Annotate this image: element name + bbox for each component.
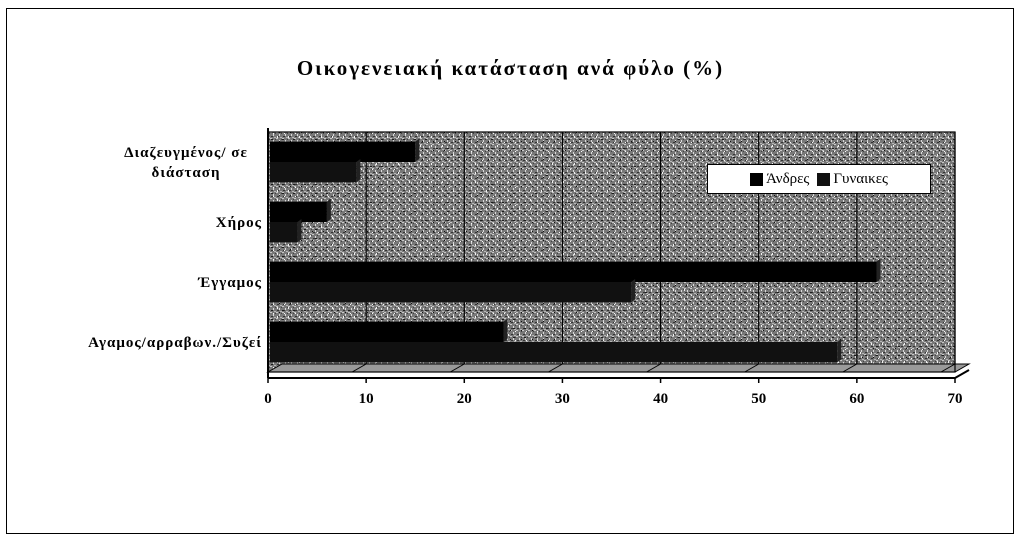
category-label: Έγγαμος xyxy=(197,275,262,291)
y-axis-category-labels: Αγαμος/αρραβων./Συζεί Έγγαμος Χήρος Διαζευγ… xyxy=(88,145,262,351)
x-axis-tick-labels: 0 10 20 30 40 50 60 70 xyxy=(264,391,962,407)
bar-women-3 xyxy=(270,162,357,183)
category-label: Χήρος xyxy=(216,215,262,231)
x-axis-depth xyxy=(954,369,970,379)
category-label: Διαζευγμένος/ σε xyxy=(124,145,248,161)
bar-men-2 xyxy=(270,201,327,222)
legend-swatch-men xyxy=(750,172,764,186)
gridline-floor xyxy=(548,363,563,373)
bar-side-0-0 xyxy=(503,318,508,342)
x-tick-label: 40 xyxy=(653,391,668,407)
x-tick-label: 60 xyxy=(849,391,864,407)
plot-floor xyxy=(266,363,971,373)
x-tick-label: 20 xyxy=(457,391,472,407)
gridline-floor xyxy=(940,363,956,373)
gridline-floor xyxy=(351,363,367,373)
bar-men-1 xyxy=(270,261,877,282)
x-tick-label: 0 xyxy=(264,391,272,407)
bar-side-1-1 xyxy=(631,279,636,303)
bar-men-0 xyxy=(270,321,504,342)
gridline-floor xyxy=(450,363,465,373)
chart-title: Οικογενειακή κατάσταση ανά φύλο (%) xyxy=(296,56,725,80)
bar-women-2 xyxy=(270,222,298,243)
gridline-floor xyxy=(842,363,858,373)
bars xyxy=(270,138,881,363)
x-tick-label: 10 xyxy=(359,391,374,407)
bar-side-1-3 xyxy=(356,159,361,183)
bar-side-0-3 xyxy=(415,138,420,162)
bar-side-1-0 xyxy=(837,339,842,363)
legend-swatch-women xyxy=(817,172,831,186)
legend-label-men: Άνδρες xyxy=(766,170,810,187)
x-tick-label: 50 xyxy=(751,391,766,407)
legend-item-women: Γυναικες xyxy=(817,171,888,188)
bar-men-3 xyxy=(270,141,416,162)
bar-side-0-1 xyxy=(876,258,881,282)
bar-side-0-2 xyxy=(326,198,331,222)
bar-women-0 xyxy=(270,342,838,363)
bar-side-1-2 xyxy=(297,219,302,243)
legend: Άνδρες Γυναικες xyxy=(707,164,931,194)
legend-item-men: Άνδρες xyxy=(750,171,809,188)
chart-frame xyxy=(6,8,1014,534)
category-label: Αγαμος/αρραβων./Συζεί xyxy=(88,335,262,351)
x-tick-label: 30 xyxy=(555,391,570,407)
axes xyxy=(267,128,970,383)
gridline-floor xyxy=(744,363,759,373)
bar-women-1 xyxy=(270,282,632,303)
x-tick-label: 70 xyxy=(948,391,963,407)
gridline-floor xyxy=(646,363,661,373)
legend-label-women: Γυναικες xyxy=(833,170,888,187)
category-label: διάσταση xyxy=(152,165,221,181)
